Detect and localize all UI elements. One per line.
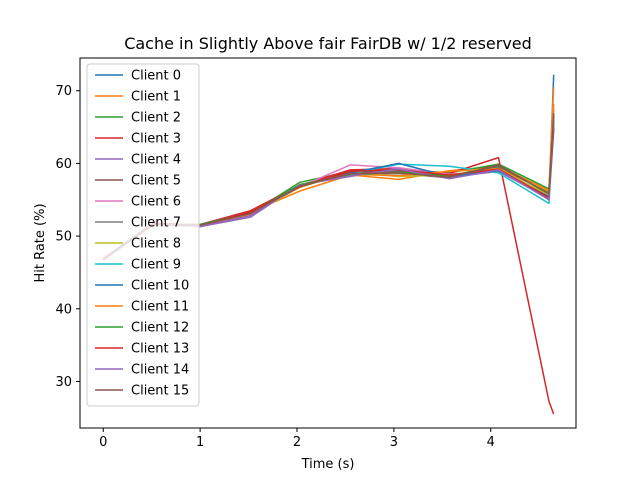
x-tick-label: 2	[293, 435, 301, 450]
y-tick-label: 60	[55, 157, 72, 172]
legend-label-client-0: Client 0	[131, 69, 181, 84]
x-tick-label: 3	[390, 435, 398, 450]
y-tick-label: 30	[55, 375, 72, 390]
chart-title: Cache in Slightly Above fair FairDB w/ 1…	[124, 34, 532, 53]
legend-label-client-6: Client 6	[131, 195, 181, 210]
legend-label-client-7: Client 7	[131, 216, 181, 231]
x-tick-label: 4	[487, 435, 495, 450]
y-tick-label: 50	[55, 230, 72, 245]
legend-label-client-13: Client 13	[131, 342, 189, 357]
legend-label-client-5: Client 5	[131, 174, 181, 189]
y-axis-label: Hit Rate (%)	[33, 203, 48, 282]
legend-label-client-14: Client 14	[131, 363, 189, 378]
legend-label-client-10: Client 10	[131, 279, 189, 294]
legend-label-client-3: Client 3	[131, 132, 181, 147]
legend-label-client-4: Client 4	[131, 153, 181, 168]
legend-label-client-12: Client 12	[131, 321, 189, 336]
legend-label-client-11: Client 11	[131, 300, 189, 315]
y-tick-label: 70	[55, 84, 72, 99]
legend-label-client-1: Client 1	[131, 90, 181, 105]
x-tick-label: 1	[196, 435, 204, 450]
legend-label-client-8: Client 8	[131, 237, 181, 252]
x-axis-label: Time (s)	[301, 457, 355, 472]
y-tick-label: 40	[55, 302, 72, 317]
legend-label-client-2: Client 2	[131, 111, 181, 126]
legend-box	[86, 63, 200, 407]
legend-label-client-9: Client 9	[131, 258, 181, 273]
legend-label-client-15: Client 15	[131, 384, 189, 399]
plot-frame	[79, 57, 577, 429]
x-tick-label: 0	[99, 435, 107, 450]
legend: Client 0 Client 1 Client 2 Client 3 Client 4…	[86, 63, 200, 407]
